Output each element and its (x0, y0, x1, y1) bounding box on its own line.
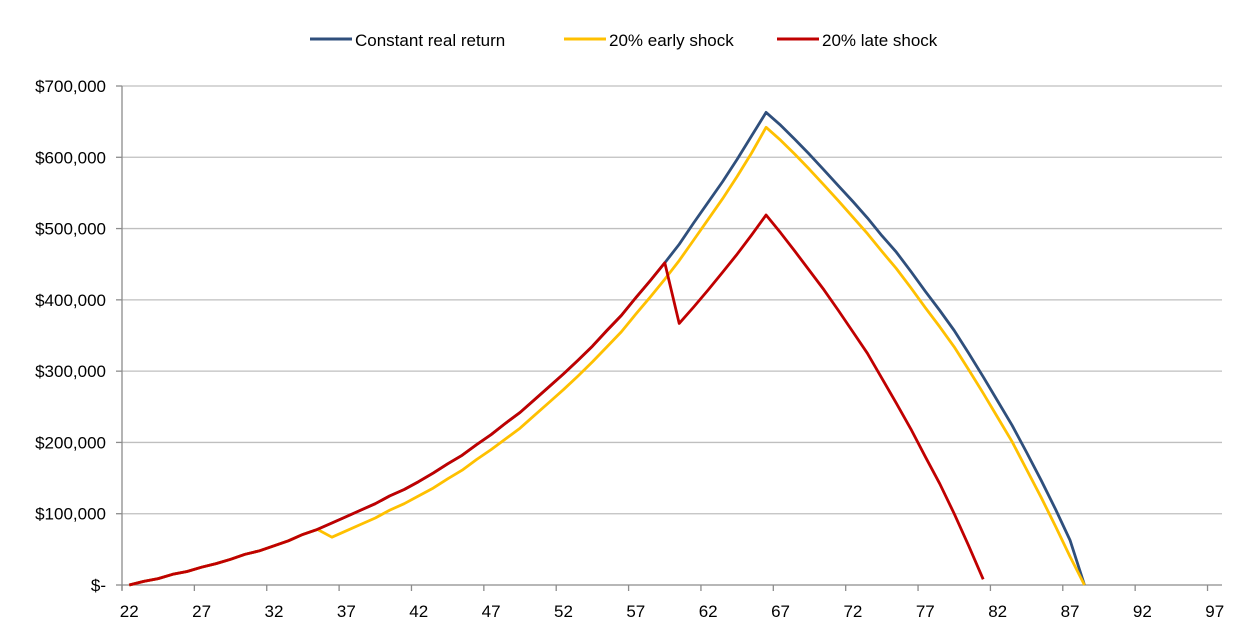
y-tick-label: $- (91, 576, 106, 595)
legend: Constant real return 20% early shock 20% l… (310, 31, 938, 50)
x-tick-label: 22 (120, 602, 139, 621)
x-tick-label: 77 (916, 602, 935, 621)
series-line-2 (128, 125, 1086, 587)
y-axis: $- $100,000 $200,000 $300,000 $400,000 $500,0… (35, 77, 123, 595)
x-tick-label: 57 (626, 602, 645, 621)
series-lines (128, 111, 1086, 587)
y-tick-label: $500,000 (35, 220, 106, 239)
y-tick-label: $700,000 (35, 77, 106, 96)
x-tick-label: 32 (265, 602, 284, 621)
x-tick-label: 97 (1205, 602, 1224, 621)
y-tick-label: $600,000 (35, 148, 106, 167)
x-tick-label: 27 (192, 602, 211, 621)
y-tick-label: $100,000 (35, 505, 106, 524)
x-tick-label: 52 (554, 602, 573, 621)
x-tick-label: 37 (337, 602, 356, 621)
x-tick-label: 62 (699, 602, 718, 621)
legend-label: 20% early shock (609, 31, 734, 50)
legend-label: Constant real return (355, 31, 505, 50)
x-tick-label: 67 (771, 602, 790, 621)
x-tick-label: 92 (1133, 602, 1152, 621)
x-tick-label: 42 (409, 602, 428, 621)
x-axis: 22 27 32 37 42 47 52 57 62 67 72 77 82 87 92 97 (120, 584, 1224, 621)
x-tick-label: 72 (843, 602, 862, 621)
gridlines (122, 85, 1222, 515)
x-tick-label: 47 (482, 602, 501, 621)
x-tick-label: 87 (1061, 602, 1080, 621)
y-tick-label: $400,000 (35, 291, 106, 310)
y-tick-label: $300,000 (35, 362, 106, 381)
x-tick-label: 82 (988, 602, 1007, 621)
legend-label: 20% late shock (822, 31, 938, 50)
y-tick-label: $200,000 (35, 433, 106, 452)
series-line-3 (128, 213, 985, 587)
